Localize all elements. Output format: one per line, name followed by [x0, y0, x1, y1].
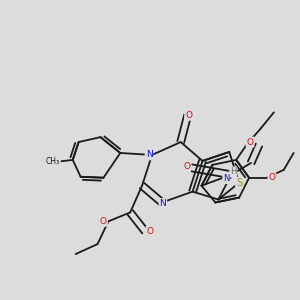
Text: N: N [223, 174, 230, 183]
Text: N: N [160, 199, 166, 208]
Text: O: O [247, 138, 254, 147]
Text: O: O [185, 111, 192, 120]
Text: O: O [183, 162, 190, 171]
Text: O: O [268, 173, 275, 182]
Text: N: N [146, 151, 152, 160]
Text: H: H [230, 167, 236, 176]
Text: S: S [236, 178, 242, 188]
Text: CH₃: CH₃ [46, 158, 60, 166]
Text: O: O [146, 227, 154, 236]
Text: O: O [100, 217, 107, 226]
